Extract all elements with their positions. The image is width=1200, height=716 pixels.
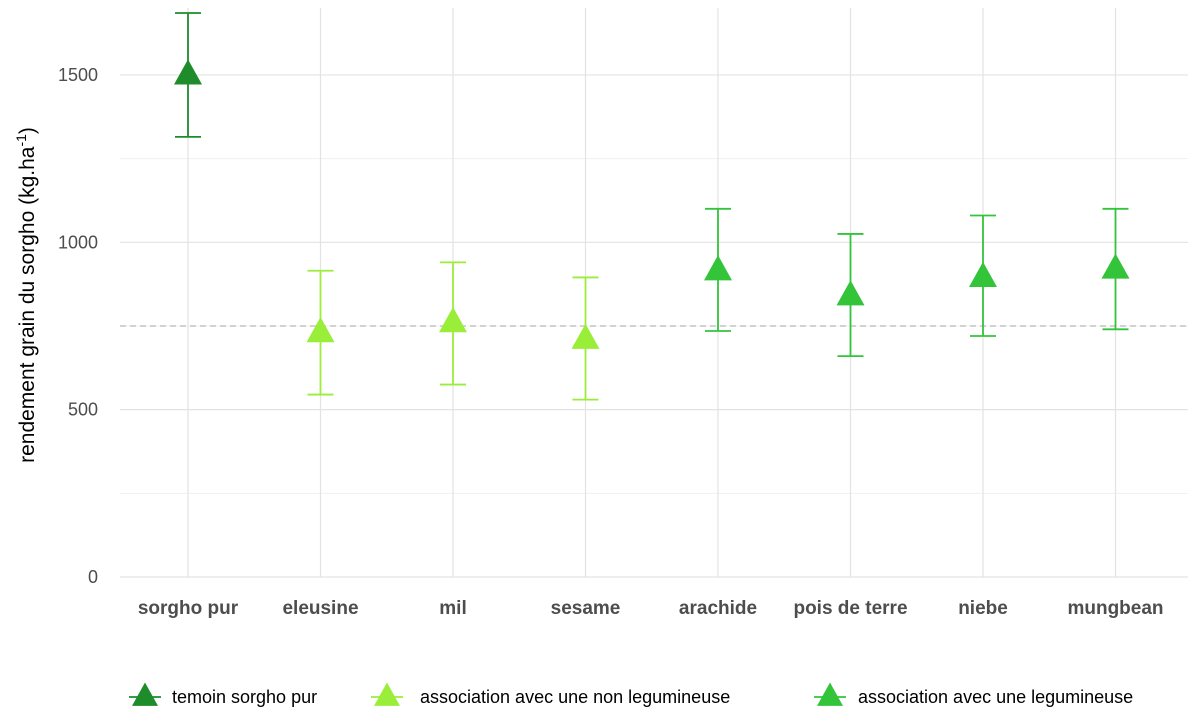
legend-key-triangle	[817, 682, 843, 706]
y-tick-label: 500	[68, 400, 98, 420]
legend-key-triangle	[132, 682, 158, 706]
y-tick-label: 0	[88, 567, 98, 587]
legend-label: temoin sorgho pur	[172, 687, 317, 707]
y-axis-label: rendement grain du sorgho (kg.ha-1)	[13, 127, 39, 463]
data-point-triangle	[1101, 253, 1130, 279]
x-tick-label: pois de terre	[793, 598, 907, 619]
y-tick-label: 1000	[58, 232, 98, 252]
data-point-triangle	[704, 255, 732, 281]
grid-major	[120, 8, 1188, 578]
data-points	[174, 59, 1130, 349]
x-tick-label: eleusine	[282, 598, 358, 619]
data-point-triangle	[836, 280, 865, 306]
y-tick-label: 1500	[58, 65, 98, 85]
x-tick-labels: sorgho pur eleusine mil sesame arachide pois …	[138, 598, 1164, 619]
y-axis-label-text: rendement grain du sorgho (kg.ha	[16, 146, 39, 463]
y-axis-label-close: )	[16, 127, 39, 134]
x-tick-label: sesame	[551, 598, 621, 619]
x-tick-label: mungbean	[1067, 598, 1163, 619]
x-tick-label: arachide	[679, 598, 757, 619]
data-point-triangle	[571, 323, 600, 349]
data-point-triangle	[174, 59, 202, 85]
y-axis-label-superscript: -1	[13, 134, 29, 147]
y-tick-labels: 0 500 1000 1500	[58, 65, 98, 587]
x-tick-label: mil	[439, 598, 466, 619]
legend: temoin sorgho pur association avec une no…	[129, 682, 1133, 707]
error-bars	[175, 12, 1129, 401]
legend-label: association avec une legumineuse	[858, 687, 1133, 707]
x-tick-label: niebe	[958, 598, 1008, 619]
legend-label: association avec une non legumineuse	[420, 687, 730, 707]
x-tick-label: sorgho pur	[138, 598, 239, 619]
data-point-triangle	[439, 306, 467, 333]
legend-key-triangle	[374, 682, 400, 706]
data-point-triangle	[969, 261, 997, 288]
data-point-triangle	[306, 317, 335, 343]
